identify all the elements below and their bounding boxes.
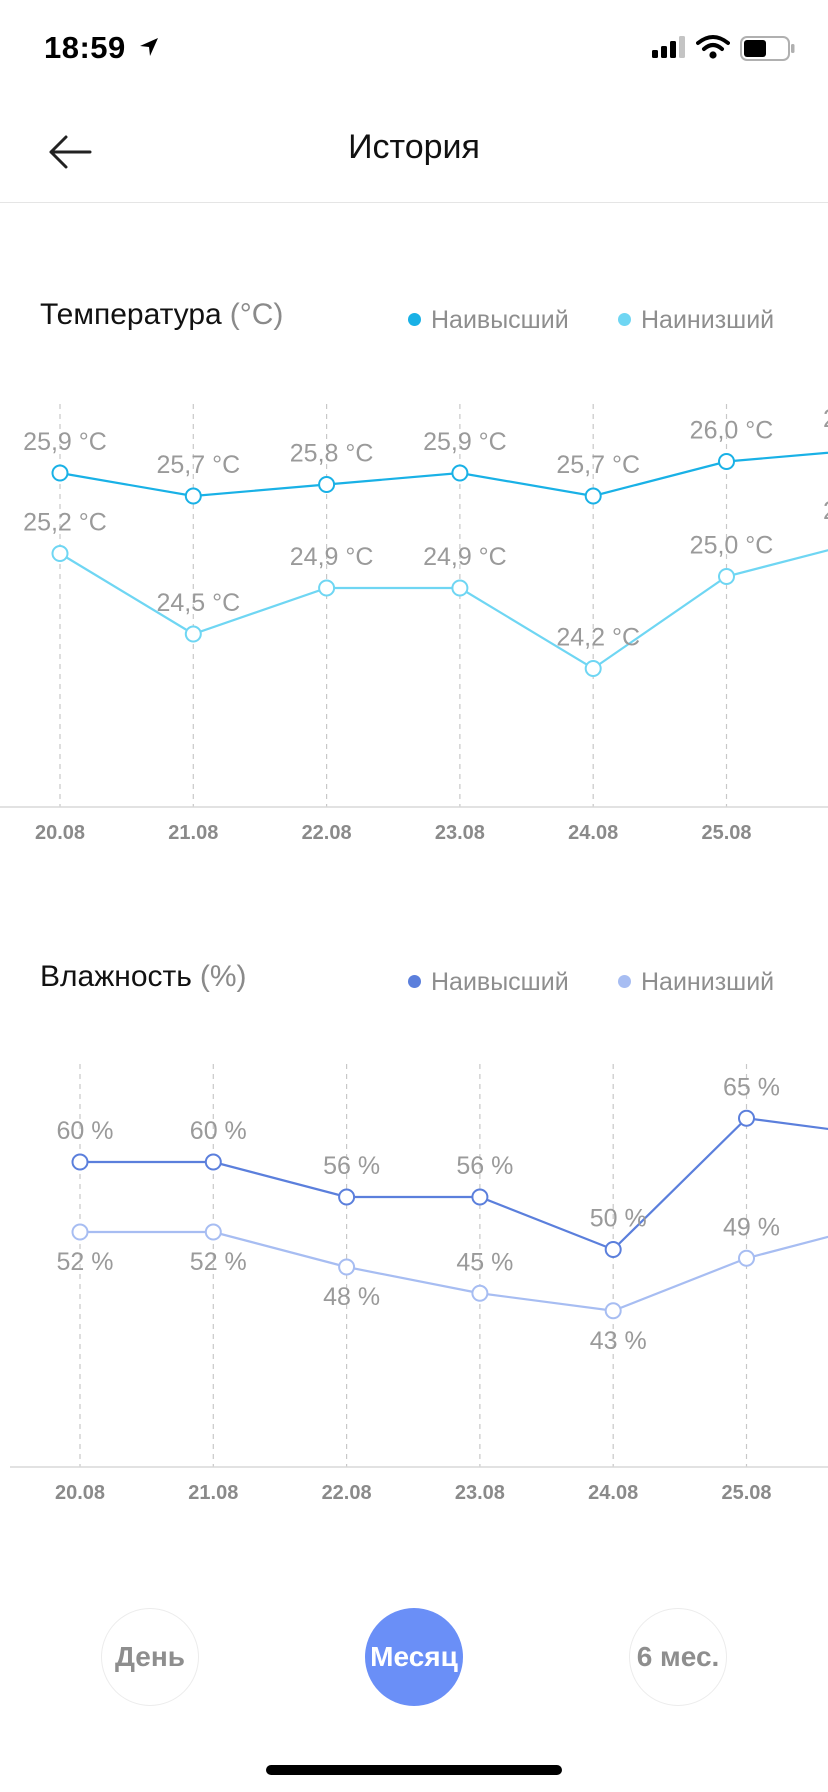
data-point [204,1223,222,1241]
data-label: 25,9 °C [23,428,107,456]
data-point [604,1302,622,1320]
page-title: История [348,128,480,166]
x-tick-label: 24.08 [588,1482,638,1504]
back-button[interactable] [46,130,94,174]
data-label: 25,9 °C [423,428,507,456]
data-label: 48 % [323,1283,380,1311]
battery-icon [740,36,796,67]
temperature-chart: 20.0821.0822.0823.0824.0825.0826.0825,9 … [0,404,828,844]
data-point [51,545,69,562]
wifi-icon [696,34,730,65]
humidity-title-text: Влажность [40,960,192,993]
x-tick-label: 24.08 [568,822,618,844]
data-point [471,1188,489,1206]
period-button-month[interactable]: Месяц [365,1608,463,1706]
status-bar: 18:59 [0,0,828,100]
x-tick-label: 20.08 [55,1482,105,1504]
location-arrow-icon [138,36,160,63]
humidity-legend-low: Наинизший [618,968,774,997]
humidity-legend-high: Наивысший [408,968,569,997]
x-tick-label: 25.08 [701,822,751,844]
data-label: 43 % [590,1327,647,1355]
data-point [718,453,735,470]
data-label: 25,2 °C [23,509,107,537]
x-tick-label: 22.08 [322,1482,372,1504]
temperature-title-text: Температура [40,298,222,331]
temperature-legend-low: Наинизший [618,306,774,335]
status-time: 18:59 [44,30,126,65]
data-label: 24,2 °C [556,624,640,652]
data-label: 25,7 °C [556,451,640,479]
data-point [71,1153,89,1171]
navigation-bar: История [0,100,828,203]
data-label: 25,7 °C [156,451,240,479]
temperature-unit: (°C) [229,298,284,331]
period-button-6-months[interactable]: 6 мес. [629,1608,727,1706]
data-point [451,579,469,597]
legend-dot-icon [408,312,421,326]
data-point [184,487,202,505]
data-point [738,1109,755,1127]
data-point [184,625,202,643]
x-tick-label: 21.08 [168,822,218,844]
arrow-left-icon [46,135,94,178]
x-tick-label: 22.08 [302,822,352,844]
data-label: 50 % [590,1205,647,1233]
home-indicator [266,1765,562,1775]
period-button-day[interactable]: День [101,1608,199,1706]
cellular-signal-icon [652,36,688,65]
data-point [584,487,602,505]
data-label: 25,0 °C [690,532,774,560]
data-point [451,464,469,482]
humidity-title: Влажность (%) [40,960,247,994]
data-point [338,1258,356,1276]
data-point [338,1188,356,1206]
data-label: 24,9 °C [290,543,374,571]
data-point [471,1284,489,1302]
data-label: 25,8 °C [290,440,374,468]
data-label: 24,5 °C [156,589,240,617]
data-label: 26,1 °C [823,405,828,433]
temperature-legend-high: Наивысший [408,306,569,335]
data-point [204,1153,222,1171]
data-point [738,1249,755,1267]
data-label: 56 % [456,1152,513,1180]
legend-label: Наинизший [641,968,775,996]
data-point [71,1223,89,1241]
data-point [584,660,602,677]
data-label: 52 % [190,1248,247,1276]
data-label: 65 % [723,1073,780,1101]
data-point [604,1241,622,1258]
data-label: 26,0 °C [690,417,774,445]
legend-dot-icon [618,312,631,326]
legend-label: Наинизший [641,306,775,334]
x-tick-label: 20.08 [35,822,85,844]
legend-label: Наивысший [431,968,569,996]
x-tick-label: 21.08 [188,1482,238,1504]
data-label: 49 % [723,1213,780,1241]
data-label: 60 % [190,1117,247,1145]
x-tick-label: 25.08 [721,1482,771,1504]
data-point [718,568,735,585]
legend-label: Наивысший [431,306,569,334]
data-label: 52 % [57,1248,114,1276]
legend-dot-icon [618,974,631,988]
data-label: 24,9 °C [423,543,507,571]
data-label: 45 % [456,1248,513,1276]
data-label: 56 % [323,1152,380,1180]
data-label: 60 % [57,1117,114,1145]
x-tick-label: 23.08 [455,1482,505,1504]
data-label: 25,3 °C [823,497,828,525]
data-point [51,464,69,482]
legend-dot-icon [408,974,421,988]
temperature-title: Температура (°C) [40,298,283,332]
data-point [318,476,336,493]
humidity-unit: (%) [199,960,247,993]
x-tick-label: 23.08 [435,822,485,844]
data-point [318,579,336,597]
